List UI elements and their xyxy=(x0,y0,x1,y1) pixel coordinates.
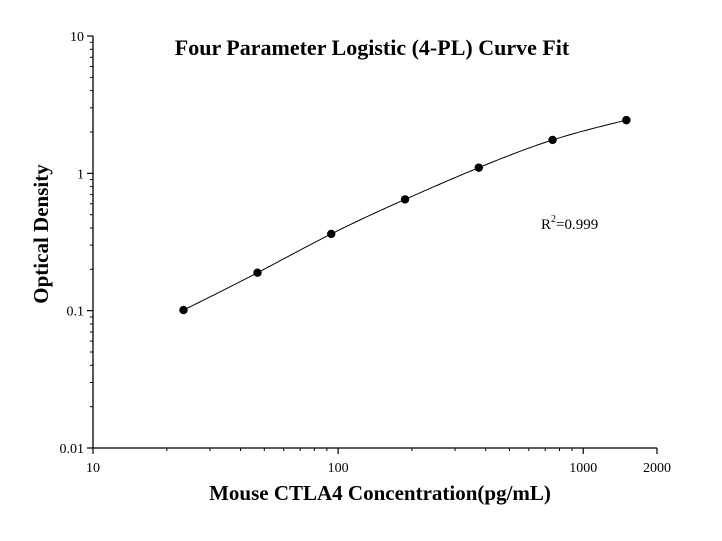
data-point xyxy=(400,195,410,204)
fit-curve xyxy=(183,119,627,311)
x-axis-title: Mouse CTLA4 Concentration(pg/mL) xyxy=(209,481,551,505)
data-point xyxy=(253,268,262,277)
x-tick-label: 10 xyxy=(86,461,100,476)
ticks: 10 100 1000 2000 0.01 0.1 1 10 xyxy=(60,30,672,476)
data-points xyxy=(179,115,631,315)
r-squared-base: R xyxy=(541,217,551,233)
data-point xyxy=(327,229,336,239)
r-squared-superscript: 2 xyxy=(551,214,556,225)
fit-curve-line xyxy=(183,119,627,311)
x-tick-label: 100 xyxy=(328,461,349,476)
y-tick-label: 0.1 xyxy=(67,305,85,320)
y-axis-title: Optical Density xyxy=(29,164,53,304)
y-tick-label: 1 xyxy=(77,167,84,182)
y-tick-label: 0.01 xyxy=(60,442,85,457)
data-point xyxy=(179,305,188,315)
r-squared-annotation: R2=0.999 xyxy=(541,214,598,233)
data-point xyxy=(548,135,557,145)
axes xyxy=(92,36,657,449)
y-tick-label: 10 xyxy=(70,30,84,45)
x-tick-label: 1000 xyxy=(569,461,597,476)
data-point xyxy=(622,115,631,125)
data-point xyxy=(474,163,484,172)
r-squared-value: =0.999 xyxy=(556,217,598,233)
x-tick-label: 2000 xyxy=(643,461,671,476)
chart-title: Four Parameter Logistic (4-PL) Curve Fit xyxy=(175,35,570,60)
